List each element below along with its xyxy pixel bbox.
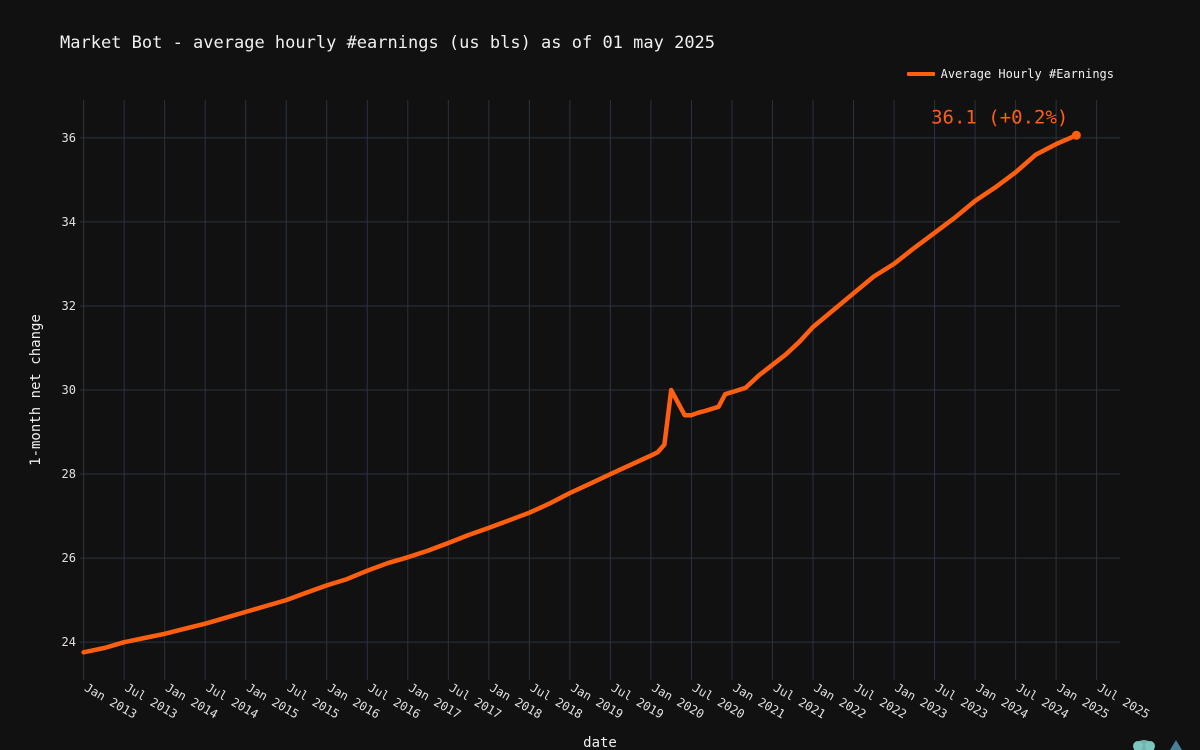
series-line[interactable] [81, 133, 1079, 655]
series-layer: 36.1 (+0.2%) [81, 106, 1081, 655]
bot-logo-icon [1133, 740, 1182, 750]
last-value-marker[interactable] [1071, 130, 1081, 140]
y-axis-title: 1-month net change [28, 314, 44, 466]
legend-swatch [906, 72, 935, 76]
x-axis-title: date [583, 735, 617, 750]
chart-title: Market Bot - average hourly #earnings (u… [60, 33, 716, 53]
y-tick-label: 30 [62, 383, 76, 397]
y-tick-label: 32 [62, 299, 76, 313]
last-value-label: 36.1 (+0.2%) [931, 106, 1068, 128]
y-tick-label: 28 [62, 467, 76, 481]
y-tick-label: 24 [62, 635, 76, 649]
legend-label: Average Hourly #Earnings [940, 67, 1114, 81]
y-tick-label: 34 [62, 215, 76, 229]
y-tick-label: 26 [62, 551, 76, 565]
y-tick-label: 36 [62, 131, 76, 145]
legend[interactable]: Average Hourly #Earnings [906, 67, 1114, 81]
grid-layer [80, 100, 1120, 680]
